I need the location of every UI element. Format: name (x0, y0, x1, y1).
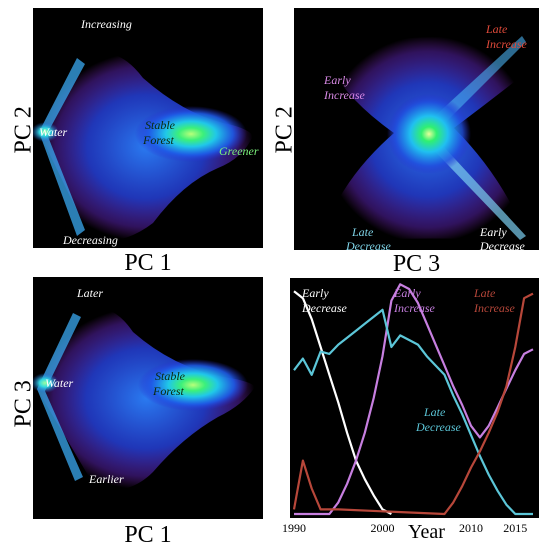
annotation-late-increase-line2: Increase (485, 37, 528, 51)
scatter-panel-c: Later Water Stable Forest Earlier (33, 277, 263, 519)
series-line-early-increase (294, 283, 534, 516)
x-tick-label: 2010 (459, 521, 483, 535)
annotation-stable-forest-c-line2: Forest (152, 384, 185, 398)
annotation-earlier: Earlier (88, 472, 124, 486)
annotation-late-increase-line1: Late (485, 22, 508, 36)
x-axis-label-b: PC 3 (392, 251, 441, 277)
annotation-late-increase-d-line2: Increase (473, 301, 516, 315)
annotation-early-increase-d-line1: Early (393, 286, 421, 300)
scatter-svg-a: Increasing Water Stable Forest Greener D… (33, 17, 259, 247)
annotation-stable-forest-line1: Stable (145, 118, 176, 132)
series-line-late-increase (292, 292, 534, 516)
x-tick-label: 1990 (282, 521, 306, 535)
annotation-water: Water (39, 125, 68, 139)
annotation-late-decrease-d-line1: Late (423, 405, 446, 419)
annotation-early-increase-line1: Early (323, 73, 351, 87)
x-axis-label-c: PC 1 (124, 522, 172, 548)
annotation-early-decrease-d-line1: Early (301, 286, 329, 300)
series-line-early-decrease (293, 290, 392, 515)
annotation-early-decrease-line2: Decrease (479, 239, 526, 250)
x-tick-label: 2015 (503, 521, 527, 535)
annotation-greener: Greener (219, 144, 259, 158)
x-axis-label-d: Year (408, 521, 445, 543)
annotation-late-decrease-d-line2: Decrease (415, 420, 462, 434)
annotation-stable-forest-line2: Forest (142, 133, 175, 147)
annotation-early-decrease-line1: Early (479, 225, 507, 239)
line-chart-panel-d: Early Decrease Early Increase Late Incre… (290, 278, 539, 518)
scatter-svg-c: Later Water Stable Forest Earlier (33, 286, 255, 490)
annotation-later: Later (76, 286, 103, 300)
series-line-late-decrease (293, 308, 533, 516)
annotation-late-increase-d-line1: Late (473, 286, 496, 300)
annotation-decreasing: Decreasing (62, 233, 118, 247)
x-axis-ticks-d: Year 1990 2000 2010 2015 (282, 521, 527, 543)
annotation-water-c: Water (45, 376, 74, 390)
annotation-increasing: Increasing (80, 17, 132, 31)
line-chart-svg-d: Early Decrease Early Increase Late Incre… (292, 283, 534, 516)
scatter-panel-b: Late Increase Early Increase Late Decrea… (294, 8, 539, 250)
annotation-early-increase-line2: Increase (323, 88, 366, 102)
scatter-svg-b: Late Increase Early Increase Late Decrea… (323, 22, 532, 250)
annotation-late-decrease-line1: Late (351, 225, 374, 239)
annotation-late-decrease-line2: Decrease (345, 239, 392, 250)
annotation-early-decrease-d-line2: Decrease (301, 301, 348, 315)
scatter-panel-a: Increasing Water Stable Forest Greener D… (33, 8, 263, 248)
x-axis-label-a: PC 1 (124, 250, 172, 276)
annotation-stable-forest-c-line1: Stable (155, 369, 186, 383)
x-tick-label: 2000 (371, 521, 395, 535)
annotation-early-increase-d-line2: Increase (393, 301, 436, 315)
